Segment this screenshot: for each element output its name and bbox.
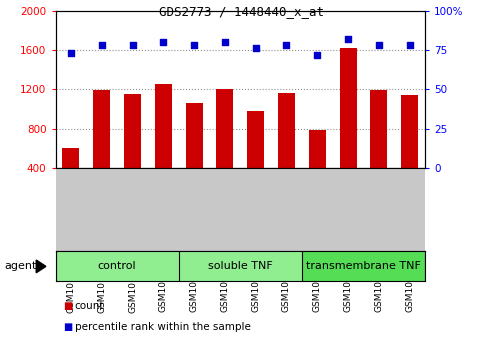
Bar — [185, 103, 202, 168]
Point — [221, 39, 229, 45]
FancyBboxPatch shape — [179, 251, 302, 281]
FancyBboxPatch shape — [302, 251, 425, 281]
Bar — [62, 148, 79, 168]
Text: GDS2773 / 1448440_x_at: GDS2773 / 1448440_x_at — [159, 5, 324, 18]
Bar — [370, 90, 387, 168]
Bar — [155, 85, 172, 168]
Bar — [340, 48, 356, 168]
Point — [375, 42, 383, 48]
Text: percentile rank within the sample: percentile rank within the sample — [75, 322, 251, 332]
Point — [344, 36, 352, 42]
Point — [252, 46, 259, 51]
FancyBboxPatch shape — [56, 251, 179, 281]
Point — [98, 42, 106, 48]
Point — [313, 52, 321, 58]
Text: ■: ■ — [63, 322, 72, 332]
Point — [190, 42, 198, 48]
Bar — [247, 111, 264, 168]
Text: count: count — [75, 301, 104, 311]
Text: soluble TNF: soluble TNF — [208, 261, 273, 272]
Bar — [93, 90, 110, 168]
Bar — [309, 130, 326, 168]
Point — [406, 42, 413, 48]
Polygon shape — [36, 260, 46, 273]
Bar — [278, 93, 295, 168]
Bar — [124, 94, 141, 168]
Point — [128, 42, 136, 48]
Text: control: control — [98, 261, 136, 272]
Point — [283, 42, 290, 48]
Text: agent: agent — [5, 261, 37, 272]
Text: ■: ■ — [63, 301, 72, 311]
Bar — [216, 89, 233, 168]
Bar — [401, 95, 418, 168]
Text: transmembrane TNF: transmembrane TNF — [306, 261, 421, 272]
Point — [159, 39, 167, 45]
Point — [67, 50, 75, 56]
